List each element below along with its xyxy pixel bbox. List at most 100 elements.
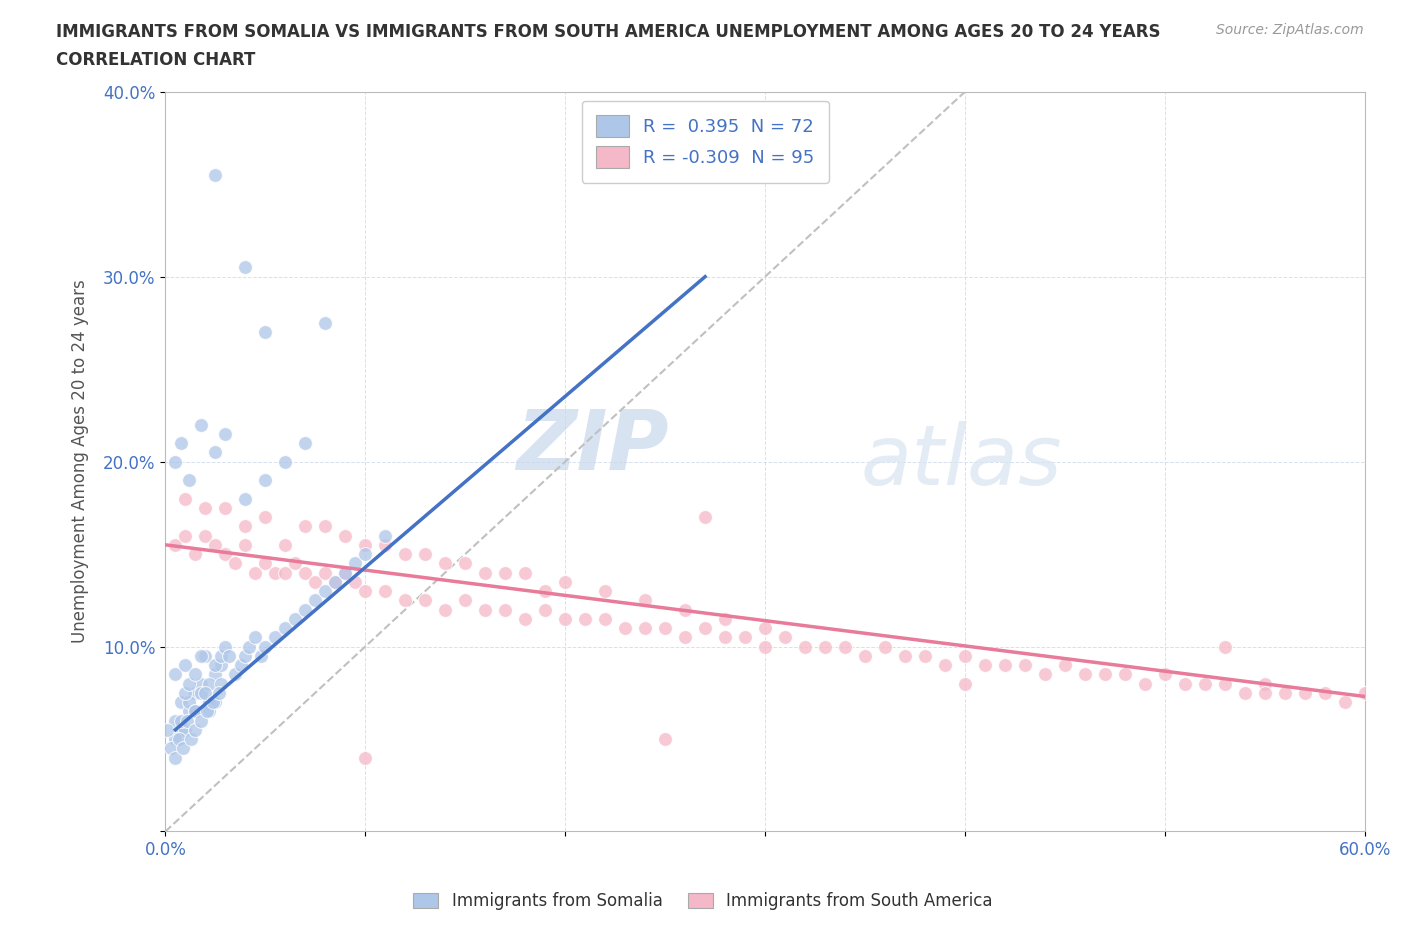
Point: [165, 751, 187, 765]
Point: [274, 538, 297, 552]
Point: [714, 630, 737, 644]
Point: [160, 741, 183, 756]
Y-axis label: Unemployment Among Ages 20 to 24 years: Unemployment Among Ages 20 to 24 years: [72, 280, 89, 644]
Point: [254, 510, 277, 525]
Point: [304, 575, 326, 590]
Point: [224, 556, 246, 571]
Point: [1174, 676, 1197, 691]
Point: [231, 658, 253, 672]
Point: [1333, 695, 1355, 710]
Point: [344, 575, 367, 590]
Point: [1233, 685, 1256, 700]
Point: [179, 472, 201, 487]
Point: [374, 584, 396, 599]
Point: [165, 732, 187, 747]
Point: [209, 648, 232, 663]
Point: [250, 648, 273, 663]
Point: [593, 584, 616, 599]
Point: [673, 630, 696, 644]
Point: [1074, 667, 1097, 682]
Point: [1213, 639, 1236, 654]
Point: [1354, 685, 1376, 700]
Point: [198, 695, 221, 710]
Point: [1194, 676, 1216, 691]
Point: [176, 713, 198, 728]
Point: [354, 751, 377, 765]
Point: [1213, 676, 1236, 691]
Point: [974, 658, 997, 672]
Point: [170, 713, 193, 728]
Point: [233, 260, 256, 275]
Point: [474, 565, 496, 580]
Point: [1154, 667, 1177, 682]
Point: [953, 676, 976, 691]
Point: [254, 639, 277, 654]
Point: [754, 620, 776, 635]
Point: [1313, 685, 1336, 700]
Point: [304, 592, 326, 607]
Point: [693, 510, 716, 525]
Point: [1094, 667, 1116, 682]
Point: [165, 538, 187, 552]
Point: [354, 584, 377, 599]
Point: [673, 602, 696, 617]
Point: [1294, 685, 1316, 700]
Point: [534, 602, 557, 617]
Point: [554, 575, 576, 590]
Point: [172, 741, 194, 756]
Point: [245, 630, 267, 644]
Point: [354, 547, 377, 562]
Point: [274, 620, 297, 635]
Point: [190, 418, 212, 432]
Point: [294, 565, 316, 580]
Point: [335, 565, 357, 580]
Point: [208, 685, 231, 700]
Point: [515, 565, 537, 580]
Point: [254, 472, 277, 487]
Point: [873, 639, 896, 654]
Point: [184, 704, 207, 719]
Point: [180, 732, 202, 747]
Point: [184, 685, 207, 700]
Point: [994, 658, 1017, 672]
Point: [654, 732, 676, 747]
Point: [1254, 676, 1277, 691]
Point: [1133, 676, 1156, 691]
Point: [165, 713, 187, 728]
Point: [354, 538, 377, 552]
Point: [314, 315, 336, 330]
Point: [314, 584, 336, 599]
Point: [614, 620, 637, 635]
Point: [323, 575, 346, 590]
Point: [174, 685, 197, 700]
Point: [773, 630, 796, 644]
Point: [323, 575, 346, 590]
Point: [238, 639, 260, 654]
Point: [224, 667, 246, 682]
Point: [218, 648, 240, 663]
Point: [413, 592, 436, 607]
Legend: R =  0.395  N = 72, R = -0.309  N = 95: R = 0.395 N = 72, R = -0.309 N = 95: [582, 100, 828, 183]
Point: [190, 676, 212, 691]
Point: [170, 435, 193, 450]
Point: [184, 547, 207, 562]
Point: [174, 491, 197, 506]
Point: [1014, 658, 1036, 672]
Point: [198, 676, 221, 691]
Point: [953, 648, 976, 663]
Point: [314, 565, 336, 580]
Point: [634, 620, 657, 635]
Text: IMMIGRANTS FROM SOMALIA VS IMMIGRANTS FROM SOUTH AMERICA UNEMPLOYMENT AMONG AGES: IMMIGRANTS FROM SOMALIA VS IMMIGRANTS FR…: [56, 23, 1161, 41]
Point: [1114, 667, 1136, 682]
Point: [474, 602, 496, 617]
Point: [454, 592, 477, 607]
Point: [494, 602, 516, 617]
Point: [194, 685, 217, 700]
Point: [233, 538, 256, 552]
Point: [190, 713, 212, 728]
Point: [204, 538, 226, 552]
Point: [274, 565, 297, 580]
Point: [534, 584, 557, 599]
Point: [314, 519, 336, 534]
Point: [179, 676, 201, 691]
